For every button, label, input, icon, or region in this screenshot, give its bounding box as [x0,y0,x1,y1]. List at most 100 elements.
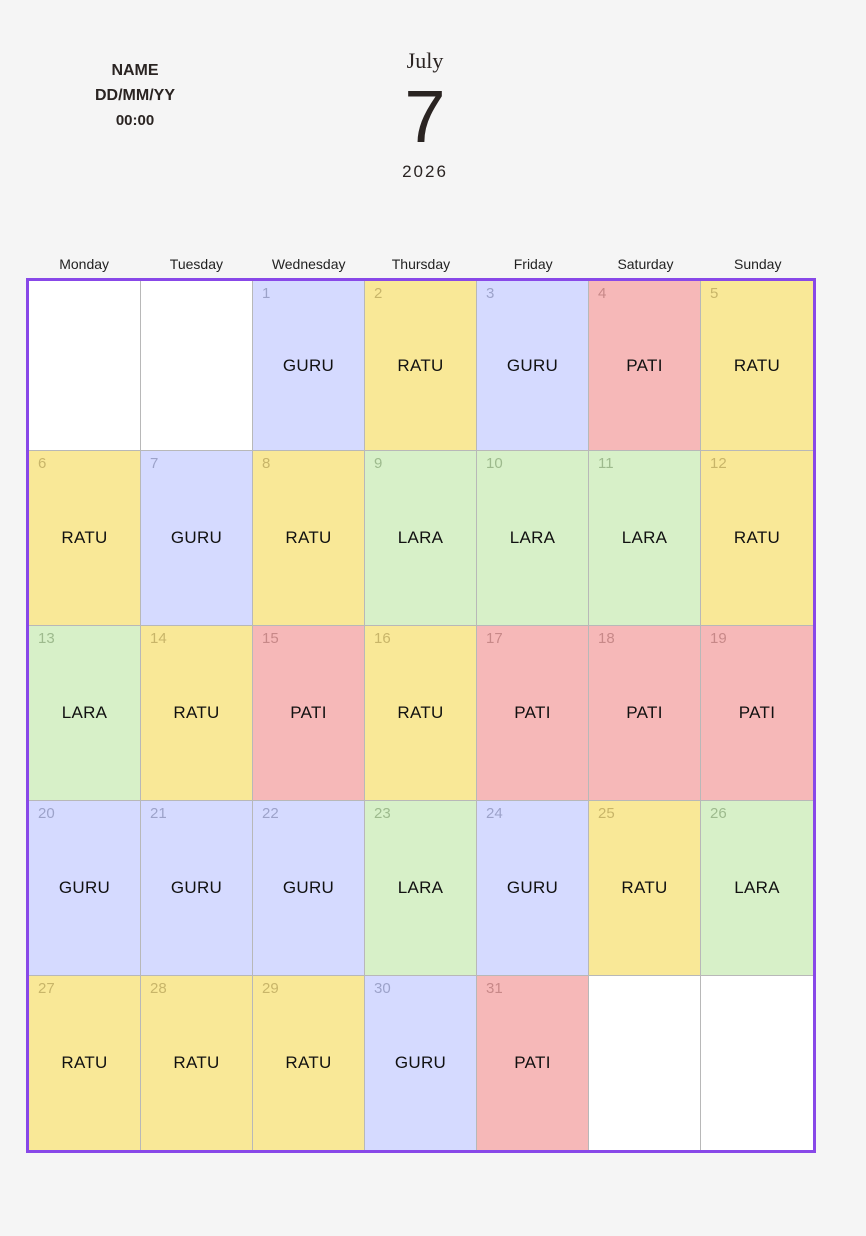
day-category-label: RATU [733,528,781,547]
day-number: 7 [404,75,446,158]
day-category-label: LARA [509,528,556,547]
day-cell-26[interactable]: 26 LARA [701,801,813,976]
day-cell-10[interactable]: 10 LARA [477,451,589,626]
day-number-label: 30 [374,980,391,997]
day-number-label: 3 [486,285,495,302]
day-cell-3[interactable]: 3 GURU [477,281,589,451]
day-category-label: RATU [397,355,444,375]
day-cell-20[interactable]: 20 GURU [29,801,141,976]
day-cell-24[interactable]: 24 GURU [477,801,589,976]
calendar-week-row: 27 RATU 28 RATU 29 RATU 30 GURU 31 PATI [29,976,813,1150]
day-category-label: RATU [285,1053,332,1072]
day-category-label: RATU [733,355,781,375]
day-category-label: PATI [514,1053,551,1072]
day-number-label: 7 [150,455,159,472]
name-label: NAME [111,62,159,79]
day-cell-2[interactable]: 2 RATU [365,281,477,451]
day-number-label: 18 [598,630,615,647]
day-cell-13[interactable]: 13 LARA [29,626,141,801]
day-cell-23[interactable]: 23 LARA [365,801,477,976]
day-category-label: RATU [173,703,220,722]
day-cell-14[interactable]: 14 RATU [141,626,253,801]
date-header: July 7 2026 [375,46,475,184]
calendar-grid: 1 GURU 2 RATU 3 GURU 4 PATI 5 RATU 6 RATU 7 GURU 8 RATU… [26,278,816,1153]
day-category-label: RATU [397,703,444,722]
weekday-saturday: Saturday [617,256,674,272]
day-cell-29[interactable]: 29 RATU [253,976,365,1150]
day-category-label: GURU [58,878,111,897]
day-category-label: GURU [282,878,335,897]
day-number-label: 29 [262,980,279,997]
day-number-label: 17 [486,630,503,647]
day-number-label: 20 [38,805,55,822]
day-category-label: GURU [506,878,559,897]
day-number-label: 8 [262,455,271,472]
day-number-label: 25 [598,805,615,822]
day-cell-9[interactable]: 9 LARA [365,451,477,626]
day-category-label: RATU [61,1053,108,1072]
day-cell-28[interactable]: 28 RATU [141,976,253,1150]
day-category-label: PATI [626,703,663,722]
day-category-label: RATU [173,1053,220,1072]
day-cell-7[interactable]: 7 GURU [141,451,253,626]
day-category-label: GURU [170,528,223,547]
day-category-label: LARA [397,528,444,547]
day-cell-6[interactable]: 6 RATU [29,451,141,626]
day-cell-15[interactable]: 15 PATI [253,626,365,801]
day-number-label: 19 [710,630,727,647]
empty-day-cell [141,281,253,451]
day-cell-31[interactable]: 31 PATI [477,976,589,1150]
day-number-label: 5 [710,285,719,302]
day-number-label: 27 [38,980,55,997]
day-number-label: 2 [374,285,383,302]
day-cell-11[interactable]: 11 LARA [589,451,701,626]
calendar-week-row: 6 RATU 7 GURU 8 RATU 9 LARA 10 LARA 11 LARA 12 RATU [29,451,813,626]
day-number-label: 24 [486,805,503,822]
day-cell-8[interactable]: 8 RATU [253,451,365,626]
day-number-label: 23 [374,805,391,822]
day-category-label: GURU [170,878,223,897]
date-format-label: DD/MM/YY [95,87,175,104]
day-cell-1[interactable]: 1 GURU [253,281,365,451]
day-cell-17[interactable]: 17 PATI [477,626,589,801]
day-category-label: GURU [394,1053,447,1072]
weekday-header: Monday Tuesday Wednesday Thursday Friday… [28,256,814,272]
day-category-label: PATI [738,703,776,722]
day-cell-30[interactable]: 30 GURU [365,976,477,1150]
day-number-label: 26 [710,805,727,822]
day-category-label: RATU [61,528,108,547]
calendar-week-row: 13 LARA 14 RATU 15 PATI 16 RATU 17 PATI 18 PATI 19 PA… [29,626,813,801]
time-label: 00:00 [115,112,155,129]
day-number-label: 11 [598,455,614,472]
day-number-label: 16 [374,630,391,647]
weekday-friday: Friday [513,256,553,272]
day-category-label: LARA [397,878,444,897]
day-category-label: RATU [621,878,668,897]
day-number-label: 4 [598,285,607,302]
day-cell-19[interactable]: 19 PATI [701,626,813,801]
day-cell-18[interactable]: 18 PATI [589,626,701,801]
day-category-label: LARA [621,528,668,547]
year-label: 2026 [402,162,448,181]
weekday-sunday: Sunday [733,256,782,272]
day-cell-16[interactable]: 16 RATU [365,626,477,801]
day-cell-22[interactable]: 22 GURU [253,801,365,976]
day-cell-12[interactable]: 12 RATU [701,451,813,626]
day-category-label: GURU [506,355,559,375]
day-cell-25[interactable]: 25 RATU [589,801,701,976]
weekday-wednesday: Wednesday [271,256,346,272]
day-category-label: RATU [285,528,332,547]
day-cell-5[interactable]: 5 RATU [701,281,813,451]
day-cell-21[interactable]: 21 GURU [141,801,253,976]
day-number-label: 12 [710,455,727,472]
calendar-week-row: 20 GURU 21 GURU 22 GURU 23 LARA 24 GURU 25 RATU 26 LA… [29,801,813,976]
day-number-label: 31 [486,980,503,997]
day-number-label: 10 [486,455,503,472]
empty-day-cell [701,976,813,1150]
day-cell-27[interactable]: 27 RATU [29,976,141,1150]
day-number-label: 6 [38,455,47,472]
empty-day-cell [589,976,701,1150]
day-number-label: 15 [262,630,279,647]
day-number-label: 22 [262,805,279,822]
day-cell-4[interactable]: 4 PATI [589,281,701,451]
